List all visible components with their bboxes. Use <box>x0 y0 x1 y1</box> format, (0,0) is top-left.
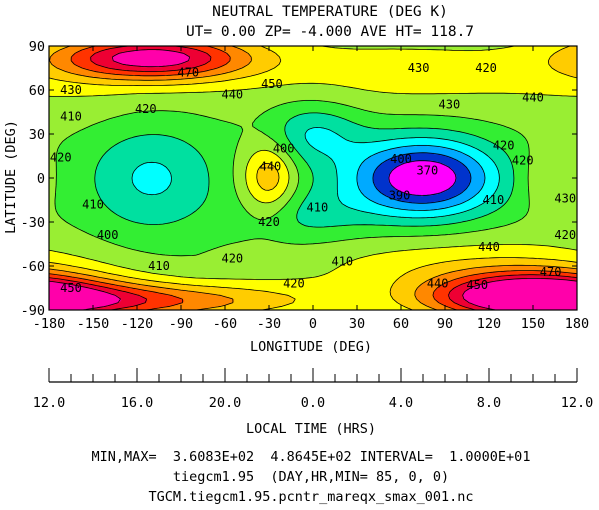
contour-line-380 <box>372 152 472 204</box>
contour-label: 370 <box>417 164 439 178</box>
model-line: tiegcm1.95 (DAY,HR,MIN= 85, 0, 0) <box>173 469 449 485</box>
contour-label: 410 <box>331 255 353 269</box>
y-tick-label: 30 <box>29 127 45 143</box>
local-time-label: LOCAL TIME (HRS) <box>246 421 376 437</box>
contour-label: 420 <box>221 252 243 266</box>
x-axis-label: LONGITUDE (DEG) <box>250 339 372 355</box>
x-tick-label: 30 <box>349 316 365 332</box>
contour-label: 420 <box>512 153 534 167</box>
contour-label: 400 <box>97 228 119 242</box>
contour-label: 440 <box>221 87 243 101</box>
minmax-line: MIN,MAX= 3.6083E+02 4.8645E+02 INTERVAL=… <box>92 449 531 465</box>
local-time-tick-label: 8.0 <box>477 395 501 411</box>
contour-label: 420 <box>493 139 515 153</box>
contour-line-410 <box>94 112 515 228</box>
x-tick-label: 180 <box>565 316 589 332</box>
contour-line-400 <box>131 127 500 219</box>
contour-line-460 <box>48 45 578 311</box>
local-time-axis: 12.0 16.0 20.0 0.0 4.0 8.0 12.0 <box>33 368 594 411</box>
contour-label: 420 <box>554 228 576 242</box>
contour-line-370 <box>388 160 457 196</box>
x-tick-label: 150 <box>521 316 545 332</box>
y-tick-label: 0 <box>37 171 45 187</box>
x-tick-label: -180 <box>33 316 66 332</box>
x-tick-label: -30 <box>257 316 281 332</box>
y-axis: -90 -60 -30 0 30 60 90 <box>21 39 577 319</box>
x-tick-label: -90 <box>169 316 193 332</box>
contour-line-480 <box>48 49 578 311</box>
y-tick-label: -30 <box>21 215 45 231</box>
contour-line-470 <box>48 45 578 311</box>
contour-label: 430 <box>554 192 576 206</box>
x-tick-label: 90 <box>437 316 453 332</box>
chart-subtitle: UT= 0.00 ZP= -4.000 AVE HT= 118.7 <box>186 24 474 40</box>
y-tick-label: 60 <box>29 83 45 99</box>
contour-line-450 <box>48 45 578 311</box>
local-time-tick-label: 20.0 <box>209 395 242 411</box>
contour-label: 430 <box>439 98 461 112</box>
contour-line-420 <box>54 100 530 257</box>
contour-label: 450 <box>261 77 283 91</box>
local-time-tick-label: 0.0 <box>301 395 325 411</box>
contour-line-390 <box>356 145 486 211</box>
local-time-tick-label: 12.0 <box>561 395 594 411</box>
contour-label: 400 <box>390 152 412 166</box>
contour-label: 440 <box>427 277 449 291</box>
contour-label: 430 <box>60 83 82 97</box>
y-axis-label: LATITUDE (DEG) <box>3 120 19 234</box>
x-tick-label: -60 <box>213 316 237 332</box>
contour-label: 470 <box>540 265 562 279</box>
contour-label: 470 <box>177 65 199 79</box>
y-tick-label: -60 <box>21 259 45 275</box>
chart-title: NEUTRAL TEMPERATURE (DEG K) <box>212 4 448 20</box>
contour-label: 410 <box>60 109 82 123</box>
contour-label: 450 <box>60 281 82 295</box>
contour-label: 410 <box>148 259 170 273</box>
contour-label: 410 <box>307 200 329 214</box>
contour-label: 410 <box>483 193 505 207</box>
contour-label: 450 <box>466 278 488 292</box>
x-axis: -180 -150 -120 -90 -60 -30 0 30 60 90 120 150 180 <box>33 46 589 332</box>
local-time-tick-label: 4.0 <box>389 395 413 411</box>
x-tick-label: 120 <box>477 316 501 332</box>
contour-lines <box>48 45 578 311</box>
contour-label: 430 <box>408 61 430 75</box>
contour-label: 420 <box>283 277 305 291</box>
y-tick-label: 90 <box>29 39 45 55</box>
y-tick-label: -90 <box>21 303 45 319</box>
x-tick-label: -120 <box>121 316 154 332</box>
contour-label: 390 <box>389 189 411 203</box>
x-tick-label: 60 <box>393 316 409 332</box>
contour-label: 440 <box>260 159 282 173</box>
contour-label: 420 <box>50 150 72 164</box>
file-line: TGCM.tiegcm1.95.pcntr_mareqx_smax_001.nc <box>148 489 473 505</box>
contour-label: 440 <box>522 90 544 104</box>
x-tick-label: 0 <box>309 316 317 332</box>
local-time-tick-label: 12.0 <box>33 395 66 411</box>
x-tick-label: -150 <box>77 316 110 332</box>
contour-label: 420 <box>135 102 157 116</box>
contour-label: 420 <box>258 215 280 229</box>
local-time-tick-label: 16.0 <box>121 395 154 411</box>
contour-label: 400 <box>273 142 295 156</box>
contour-label: 410 <box>82 197 104 211</box>
contour-label: 440 <box>478 240 500 254</box>
contour-label: 420 <box>475 61 497 75</box>
